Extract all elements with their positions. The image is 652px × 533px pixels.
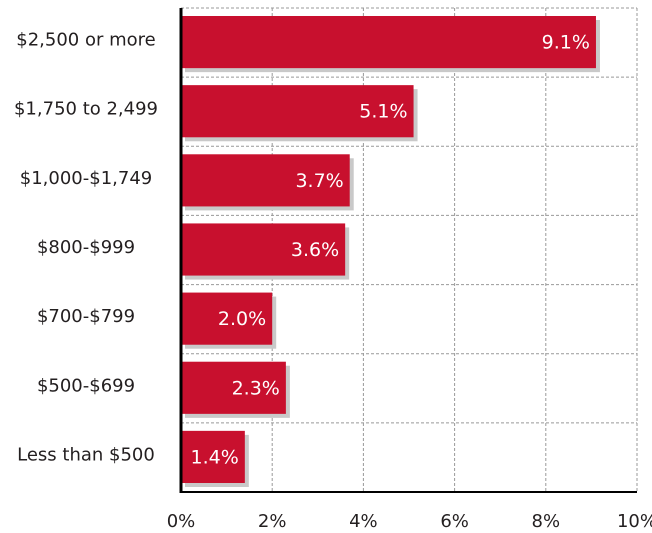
value-label: 2.3%	[232, 377, 280, 399]
y-tick-label: $700-$799	[37, 306, 135, 327]
y-tick-label: $1,750 to 2,499	[14, 99, 158, 120]
value-label: 1.4%	[191, 446, 239, 468]
x-tick-label: 4%	[349, 511, 378, 532]
value-label: 2.0%	[218, 308, 266, 330]
bar	[181, 430, 245, 483]
y-tick-label: $2,500 or more	[16, 30, 155, 51]
bar	[181, 154, 350, 207]
bar	[181, 85, 414, 138]
value-label: 3.6%	[291, 239, 339, 261]
y-tick-label: Less than $500	[17, 444, 155, 465]
x-tick-label: 2%	[258, 511, 287, 532]
x-tick-label: 10%	[617, 511, 652, 532]
y-tick-label: $500-$699	[37, 375, 135, 396]
x-tick-label: 0%	[167, 511, 196, 532]
bar	[181, 16, 596, 69]
value-label: 3.7%	[295, 170, 343, 192]
bar	[181, 361, 286, 414]
y-tick-label: $800-$999	[37, 237, 135, 258]
y-tick-label: $1,000-$1,749	[20, 168, 152, 189]
value-label: 9.1%	[542, 32, 590, 54]
x-tick-label: 6%	[440, 511, 469, 532]
bar	[181, 292, 273, 345]
bar	[181, 223, 346, 276]
x-tick-label: 8%	[532, 511, 561, 532]
value-label: 5.1%	[359, 101, 407, 123]
